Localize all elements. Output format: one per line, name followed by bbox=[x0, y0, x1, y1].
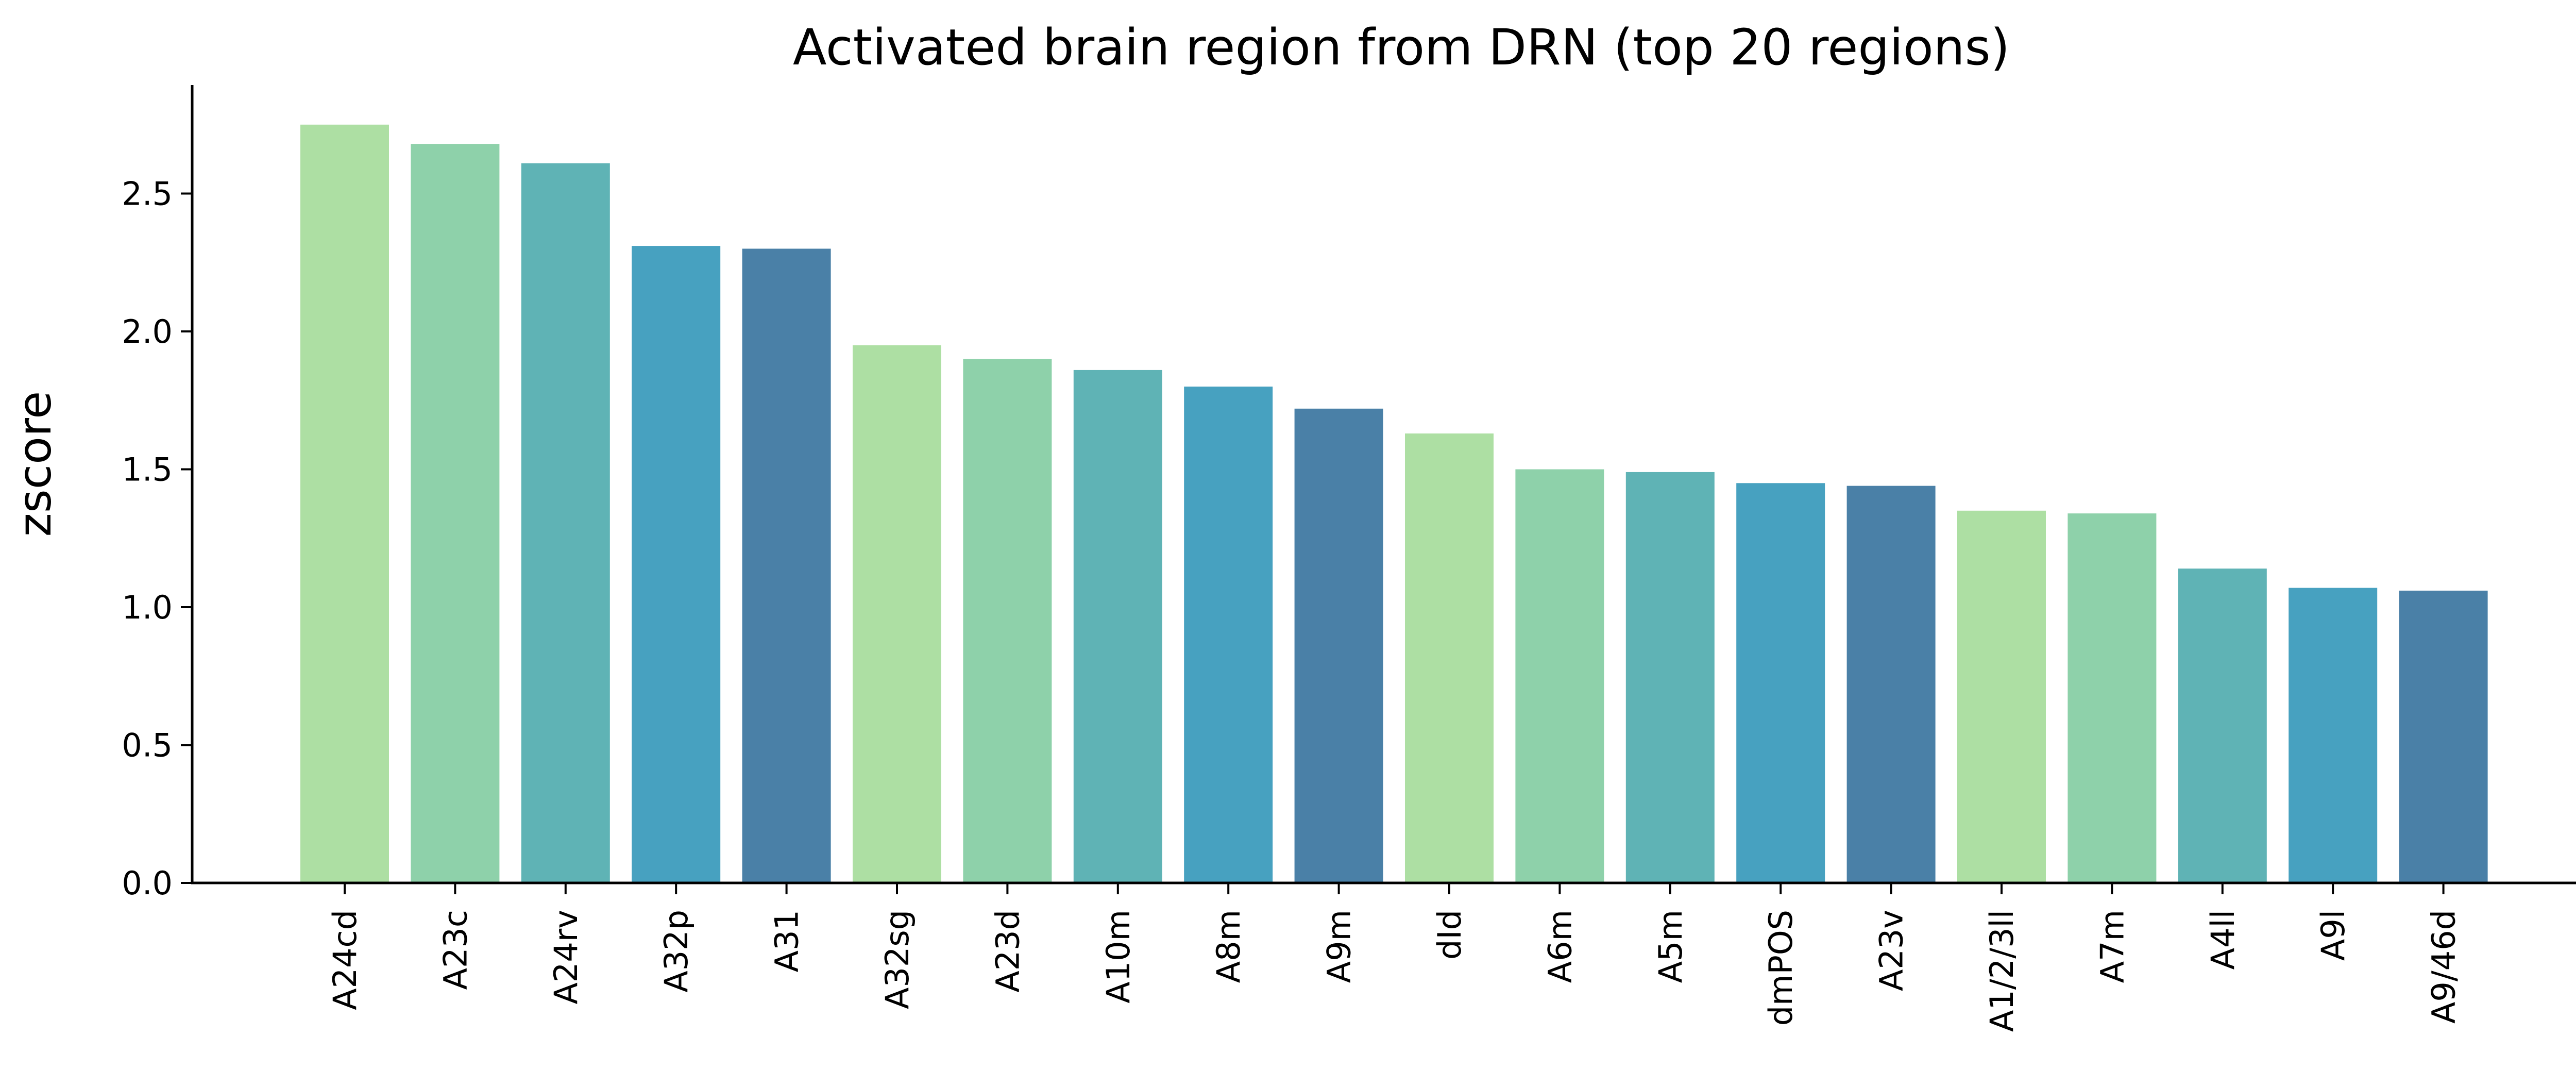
x-tick-label: A9l bbox=[2314, 910, 2352, 961]
x-tick-label: A23c bbox=[436, 910, 474, 990]
bar-did bbox=[1405, 433, 1494, 883]
y-tick-label: 2.0 bbox=[122, 313, 173, 350]
bar-a10m bbox=[1073, 370, 1162, 883]
x-tick-label: A23d bbox=[989, 910, 1026, 993]
x-tick-label: A32p bbox=[657, 910, 695, 993]
y-tick-label: 0.5 bbox=[122, 727, 173, 764]
y-tick-label: 1.5 bbox=[122, 451, 173, 489]
bar-a1-2-3ll bbox=[1957, 510, 2046, 883]
chart-title: Activated brain region from DRN (top 20 … bbox=[793, 19, 2010, 76]
bar-a23c bbox=[411, 144, 500, 883]
x-tick-label: A10m bbox=[1099, 910, 1137, 1004]
x-tick-label: A9m bbox=[1320, 910, 1358, 983]
bar-a9m bbox=[1294, 408, 1383, 883]
x-tick-label: A4ll bbox=[2204, 910, 2242, 970]
bar-a32p bbox=[632, 246, 721, 883]
x-tick-label: dId bbox=[1431, 910, 1468, 960]
bar-a24cd bbox=[300, 124, 389, 883]
bar-a9l bbox=[2289, 588, 2378, 883]
bar-a9-46d bbox=[2399, 590, 2488, 883]
y-tick-label: 2.5 bbox=[122, 175, 173, 213]
x-tick-label: A24rv bbox=[547, 910, 585, 1005]
bar-a32sg bbox=[853, 345, 941, 883]
bar-a7m bbox=[2067, 513, 2157, 883]
x-tick-label: A9/46d bbox=[2425, 910, 2463, 1024]
x-tick-label: A6m bbox=[1541, 910, 1579, 983]
y-tick-label: 0.0 bbox=[122, 864, 173, 902]
x-tick-label: A32sg bbox=[878, 910, 916, 1009]
x-tick-label: dmPOS bbox=[1762, 910, 1800, 1026]
x-tick-label: A1/2/3ll bbox=[1983, 910, 2021, 1032]
x-tick-label: A7m bbox=[2093, 910, 2131, 983]
bar-a5m bbox=[1625, 472, 1715, 883]
bar-a23v bbox=[1846, 486, 1936, 883]
x-tick-label: A5m bbox=[1652, 910, 1689, 983]
x-tick-label: A23v bbox=[1873, 910, 1910, 991]
y-tick-label: 1.0 bbox=[122, 589, 173, 626]
bar-a8m bbox=[1184, 387, 1273, 883]
bar-a24rv bbox=[521, 163, 610, 883]
x-tick-label: A31 bbox=[768, 910, 806, 972]
x-ticks-layer: A24cd A23c A24rv A32p A31 A32sg A23d A10m A8m A9m… bbox=[326, 883, 2463, 1032]
y-axis-label: zscore bbox=[8, 391, 61, 537]
bar-a6m bbox=[1515, 469, 1604, 883]
bar-dmpos bbox=[1736, 483, 1825, 883]
bars-layer bbox=[300, 124, 2488, 883]
bar-a23d bbox=[963, 359, 1052, 883]
y-ticks-layer: 0.0 0.5 1.0 1.5 2.0 2.5 bbox=[122, 175, 192, 902]
x-tick-label: A24cd bbox=[326, 910, 364, 1010]
x-tick-label: A8m bbox=[1210, 910, 1247, 983]
bar-a31 bbox=[742, 248, 831, 883]
bar-a4ll bbox=[2178, 569, 2267, 883]
